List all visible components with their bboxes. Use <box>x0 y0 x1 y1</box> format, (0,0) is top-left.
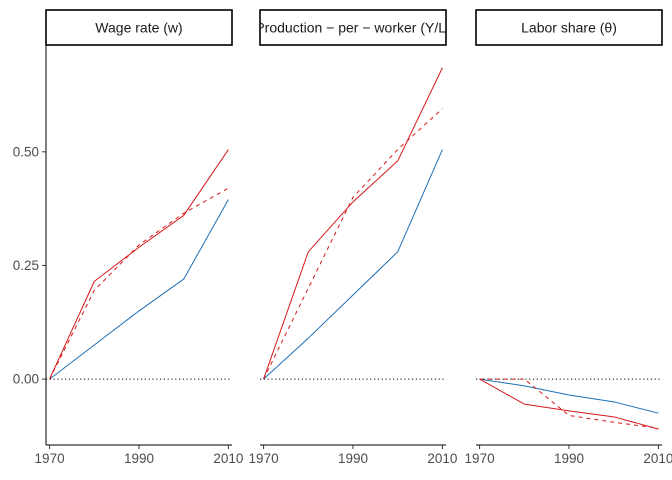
x-tick-label: 2010 <box>213 451 243 466</box>
x-tick-label: 2010 <box>427 451 457 466</box>
series-line-2 <box>49 149 229 380</box>
facet-strip <box>475 9 663 46</box>
x-tick-label: 1990 <box>124 451 154 466</box>
series-line-3 <box>479 378 659 429</box>
x-tick-label: 1970 <box>35 451 65 466</box>
series-line-2 <box>479 378 659 430</box>
series-line-1 <box>49 199 229 380</box>
x-tick-label: 1990 <box>554 451 584 466</box>
facet-strip <box>259 9 447 46</box>
series-line-3 <box>49 187 229 380</box>
facet-panel-1: Wage rate (w) 1970 1990 2010 <box>35 9 243 466</box>
y-tick-label: 0.50 <box>13 144 39 159</box>
y-tick-label: 0.25 <box>13 258 39 273</box>
facet-panel-3: Labor share (θ) 1970 1990 2010 <box>465 9 672 466</box>
facet-title: Wage rate (w) <box>95 20 182 36</box>
series-line-2 <box>263 67 443 380</box>
x-tick-label: 1970 <box>249 451 279 466</box>
y-axis: 0.00 0.25 0.50 <box>13 45 47 445</box>
facet-panel-2: Production − per − worker (Y/L) 1970 1990 2… <box>249 9 457 466</box>
series-line-1 <box>479 378 659 414</box>
x-tick-label: 1970 <box>465 451 495 466</box>
x-tick-label: 2010 <box>643 451 672 466</box>
y-tick-label: 0.00 <box>13 372 39 387</box>
facet-title: Labor share (θ) <box>521 20 617 36</box>
series-line-1 <box>263 149 443 380</box>
series-line-3 <box>263 108 443 380</box>
facet-title: Production − per − worker (Y/L) <box>255 20 450 36</box>
x-tick-label: 1990 <box>338 451 368 466</box>
facet-strip <box>45 9 233 46</box>
